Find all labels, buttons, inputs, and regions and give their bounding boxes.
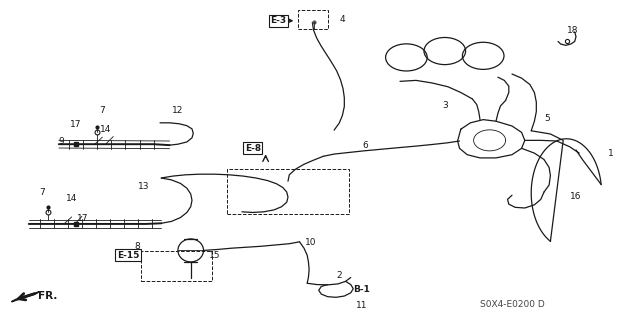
Text: 8: 8 bbox=[135, 242, 140, 251]
Text: 4: 4 bbox=[340, 15, 345, 24]
Text: FR.: FR. bbox=[38, 291, 58, 301]
Text: E-8: E-8 bbox=[244, 144, 261, 153]
Text: 17: 17 bbox=[77, 214, 89, 223]
Text: 13: 13 bbox=[138, 182, 150, 191]
Text: 7: 7 bbox=[100, 106, 105, 115]
Text: 10: 10 bbox=[305, 238, 316, 247]
Text: 1: 1 bbox=[609, 149, 614, 158]
Text: 14: 14 bbox=[66, 194, 77, 203]
Text: 7: 7 bbox=[39, 189, 44, 197]
Text: 12: 12 bbox=[172, 106, 184, 115]
Text: E-15: E-15 bbox=[117, 251, 139, 260]
Text: 15: 15 bbox=[209, 251, 220, 260]
Text: 2: 2 bbox=[337, 271, 342, 280]
Text: 6: 6 bbox=[362, 141, 367, 150]
Polygon shape bbox=[12, 292, 40, 302]
Text: 17: 17 bbox=[70, 120, 81, 129]
Text: 18: 18 bbox=[567, 26, 579, 35]
Text: 9: 9 bbox=[58, 137, 63, 146]
Text: 14: 14 bbox=[100, 125, 111, 134]
Text: 16: 16 bbox=[570, 192, 582, 201]
Text: S0X4-E0200 D: S0X4-E0200 D bbox=[479, 300, 545, 309]
Text: 11: 11 bbox=[356, 301, 367, 310]
Text: 5: 5 bbox=[545, 114, 550, 122]
Text: E-3: E-3 bbox=[270, 16, 287, 25]
Text: 3: 3 bbox=[442, 101, 447, 110]
Text: B-1: B-1 bbox=[353, 285, 370, 294]
